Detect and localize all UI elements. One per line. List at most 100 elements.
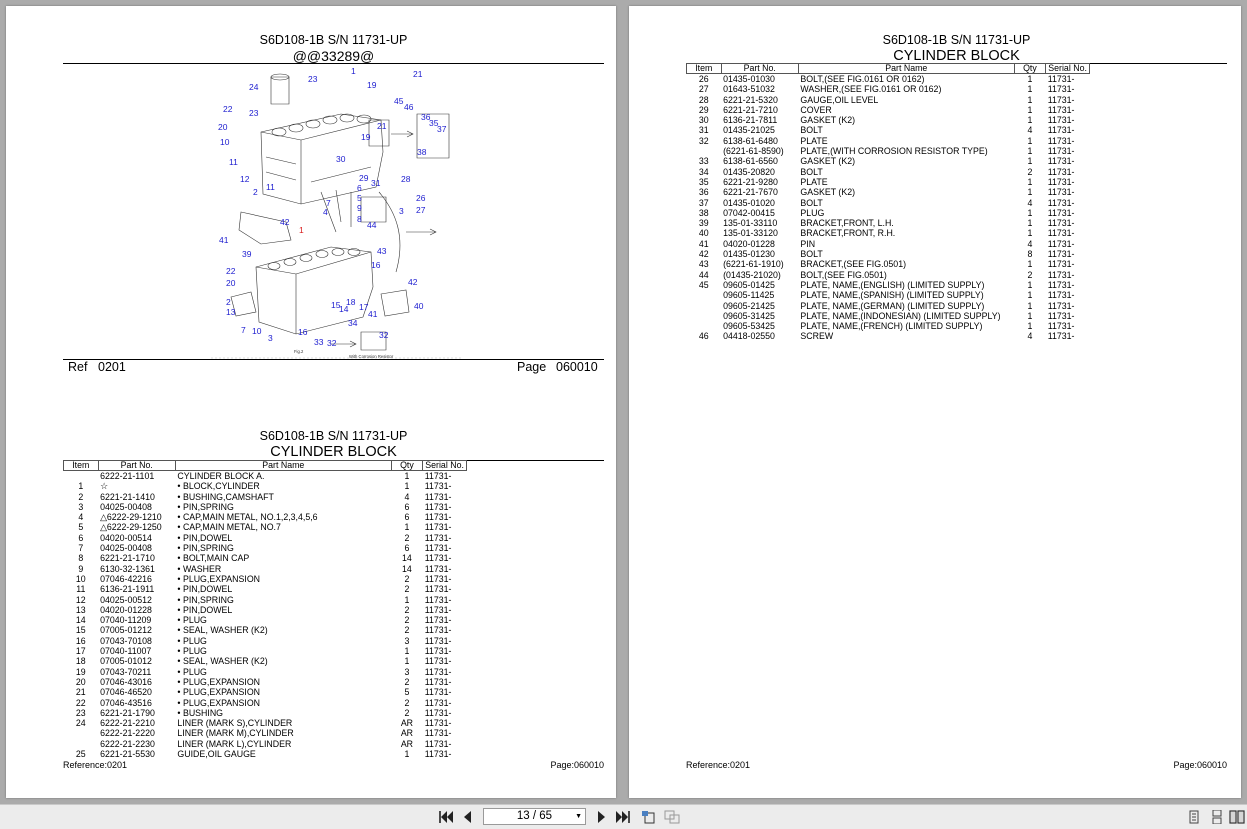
cell-item: 9: [78, 563, 84, 574]
table-row: 8 6221-21-1710 • BOLT,MAIN CAP 14 11731-: [64, 553, 467, 563]
cell-serial: 11731-: [1047, 135, 1075, 146]
two-page-icon[interactable]: [1229, 810, 1245, 824]
single-page-icon[interactable]: [1186, 810, 1202, 824]
cell-serial: 11731-: [424, 707, 452, 718]
cell-item: 13: [75, 604, 86, 615]
callout-label: 21: [377, 121, 387, 131]
cell-part-no: 01435-01030: [723, 74, 775, 84]
page-number-select[interactable]: 13 / 65 ▼: [483, 808, 586, 825]
callout-label: 31: [371, 178, 381, 188]
cell-item: [687, 290, 722, 300]
footer-reference: Reference:0201: [686, 760, 751, 770]
cell-part-name: • PIN,SPRING: [177, 543, 234, 554]
callout-label: 36: [421, 112, 431, 122]
cell-qty: 14: [402, 563, 412, 574]
cell-part-no: 6222-21-2230: [100, 738, 155, 749]
continuous-page-icon[interactable]: [1209, 810, 1225, 824]
cell-serial: 11731-: [1047, 228, 1075, 239]
callout-label: 2: [253, 187, 258, 197]
last-page-icon[interactable]: [615, 810, 631, 824]
first-page-icon[interactable]: [438, 810, 454, 824]
chevron-down-icon: ▼: [575, 813, 582, 820]
cell-qty: 2: [1027, 166, 1033, 177]
prev-page-icon[interactable]: [460, 810, 476, 824]
cell-part-no: 6130-32-1361: [100, 563, 155, 574]
cell-part-no: 04025-00408: [100, 501, 152, 512]
callout-label: 23: [249, 108, 259, 118]
cell-part-no: (01435-21020): [723, 269, 781, 280]
cell-part-no: 6136-21-7811: [723, 115, 778, 126]
table-row: 6222-21-2220 LINER (MARK M),CYLINDER AR 117…: [64, 728, 467, 738]
table-row: 18 07005-01012 • SEAL, WASHER (K2) 1 11731-: [64, 656, 467, 666]
list-title: CYLINDER BLOCK: [893, 48, 1020, 64]
table-row: 43 (6221-61-1910) BRACKET,(SEE FIG.0501) 1 1…: [687, 259, 1090, 269]
cell-part-name: • BUSHING: [177, 707, 224, 718]
cell-serial: 11731-: [424, 646, 452, 657]
cell-item: 28: [698, 94, 709, 105]
cell-part-no: 09605-01425: [723, 279, 775, 290]
callout-label: 39: [242, 249, 252, 259]
callout-label: 15: [331, 300, 341, 310]
cell-serial: 11731-: [1047, 115, 1075, 126]
cell-item: 5: [78, 522, 84, 533]
table-row: 42 01435-01230 BOLT 8 11731-: [687, 249, 1090, 259]
cell-serial: 11731-: [424, 615, 452, 626]
cell-serial: 11731-: [1047, 269, 1075, 280]
figure-note: With Corrosion Resistor: [349, 354, 394, 359]
fit-width-icon[interactable]: [664, 810, 680, 824]
cell-item: 32: [698, 135, 709, 146]
table-row: 7 04025-00408 • PIN,SPRING 6 11731-: [64, 543, 467, 553]
table-row: 36 6221-21-7670 GASKET (K2) 1 11731-: [687, 187, 1090, 197]
table-row: 11 6136-21-1911 • PIN,DOWEL 2 11731-: [64, 584, 467, 594]
cell-part-no: 6136-21-1911: [100, 584, 155, 595]
cell-qty: 1: [1027, 74, 1033, 84]
cell-part-name: COVER: [800, 104, 832, 115]
cell-item: 34: [698, 166, 709, 177]
callout-label: 38: [417, 147, 427, 157]
callout-label: 1: [299, 225, 304, 235]
table-row: 4 △6222-29-1210 • CAP,MAIN METAL, NO.1,2,3…: [64, 512, 467, 522]
cell-part-no: 6222-21-1101: [100, 471, 155, 481]
cell-part-name: BRACKET,(SEE FIG.0501): [800, 259, 907, 270]
cell-qty: 4: [1027, 331, 1033, 342]
cell-part-no: 135-01-33110: [723, 218, 778, 229]
col-header-serial: Serial No.: [1045, 63, 1090, 74]
cell-qty: 6: [404, 543, 410, 554]
callout-label: 41: [219, 235, 229, 245]
cell-part-no: 09605-31425: [723, 310, 775, 321]
cell-item: 35: [698, 176, 709, 187]
cell-part-name: • PLUG,EXPANSION: [177, 697, 261, 708]
cell-part-no: 6221-21-9280: [723, 176, 778, 187]
cell-part-name: GASKET (K2): [800, 115, 856, 126]
table-row: 16 07043-70108 • PLUG 3 11731-: [64, 636, 467, 646]
cell-qty: 4: [1027, 238, 1033, 249]
cell-item: 40: [698, 228, 709, 239]
cell-serial: 11731-: [424, 625, 452, 636]
cell-serial: 11731-: [1047, 84, 1075, 95]
cell-item: 33: [698, 156, 709, 167]
cell-serial: 11731-: [424, 532, 452, 543]
cell-qty: 1: [1027, 279, 1033, 290]
diagram-bottom-rule: [63, 359, 604, 360]
table-row: 45 09605-01425 PLATE, NAME,(ENGLISH) (LIMI…: [687, 280, 1090, 290]
cell-item: 37: [698, 197, 709, 208]
rotate-icon[interactable]: [640, 810, 656, 824]
cell-item: 45: [698, 279, 709, 290]
cell-part-no: 07043-70108: [100, 635, 152, 646]
cell-qty: 1: [1027, 115, 1033, 126]
cell-qty: 1: [1027, 321, 1033, 332]
cell-item: 42: [698, 249, 709, 260]
cell-part-no: 04418-02550: [723, 331, 775, 342]
table-row: 2 6221-21-1410 • BUSHING,CAMSHAFT 4 11731-: [64, 492, 467, 502]
cell-part-name: • PIN,SPRING: [177, 501, 234, 512]
callout-label: 42: [280, 217, 290, 227]
cell-part-name: • CAP,MAIN METAL, NO.7: [177, 522, 281, 533]
next-page-icon[interactable]: [593, 810, 609, 824]
callout-label: 7: [241, 325, 246, 335]
cell-qty: 1: [1027, 259, 1033, 270]
table-row: 10 07046-42216 • PLUG,EXPANSION 2 11731-: [64, 574, 467, 584]
cell-serial: 11731-: [1047, 310, 1075, 321]
cell-item: 15: [75, 625, 86, 636]
cell-serial: 11731-: [424, 553, 452, 564]
table-row: 30 6136-21-7811 GASKET (K2) 1 11731-: [687, 115, 1090, 125]
